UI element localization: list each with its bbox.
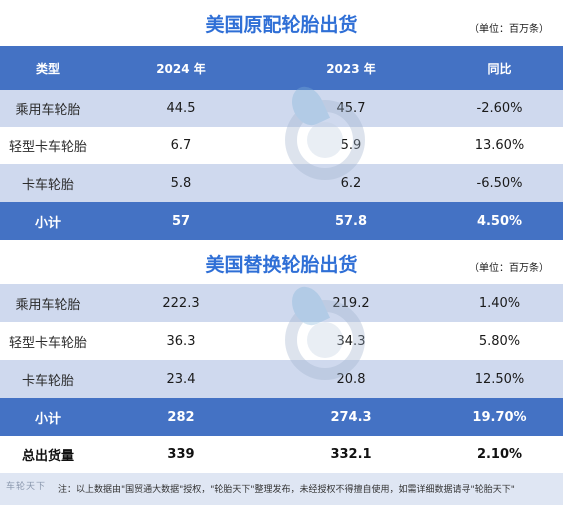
row-yoy: -6.50%: [436, 164, 563, 202]
row-2024: 23.4: [96, 360, 266, 398]
row-type: 轻型卡车轮胎: [0, 322, 96, 360]
row-type: 卡车轮胎: [0, 164, 96, 202]
row-2024: 44.5: [96, 90, 266, 127]
total-2024: 339: [96, 436, 266, 473]
subtotal-row: 小计 57 57.8 4.50%: [0, 202, 563, 240]
header-2024: 2024 年: [96, 46, 266, 90]
section2-title: 美国替换轮胎出货: [205, 254, 358, 276]
table-row: 乘用车轮胎 222.3 219.2 1.40%: [0, 284, 563, 322]
header-yoy: 同比: [436, 46, 563, 90]
footer: 车轮天下 注：以上数据由"国贸通大数据"授权，"轮胎天下"整理发布，未经授权不得…: [0, 473, 563, 505]
row-2024: 5.8: [96, 164, 266, 202]
section1-table: 类型 2024 年 2023 年 同比 乘用车轮胎 44.5 45.7 -2.6…: [0, 46, 563, 240]
row-type: 卡车轮胎: [0, 360, 96, 398]
table-row: 卡车轮胎 23.4 20.8 12.50%: [0, 360, 563, 398]
header-type: 类型: [0, 46, 96, 90]
footer-logo: 车轮天下: [6, 482, 47, 492]
row-yoy: 12.50%: [436, 360, 563, 398]
subtotal-type: 小计: [0, 398, 96, 436]
footer-note: 注：以上数据由"国贸通大数据"授权，"轮胎天下"整理发布，未经授权不得擅自使用，…: [58, 485, 515, 495]
section2-table: 乘用车轮胎 222.3 219.2 1.40% 轻型卡车轮胎 36.3 34.3…: [0, 284, 563, 473]
subtotal-2023: 57.8: [266, 202, 436, 240]
subtotal-yoy: 4.50%: [436, 202, 563, 240]
watermark-logo-icon: [285, 281, 365, 380]
watermark-logo-icon: [285, 81, 365, 180]
table-row: 轻型卡车轮胎 6.7 5.9 13.60%: [0, 127, 563, 164]
section1-header: 美国原配轮胎出货 （单位：百万条）: [0, 0, 563, 46]
section1-title: 美国原配轮胎出货: [205, 14, 358, 36]
row-2024: 36.3: [96, 322, 266, 360]
section2-unit: （单位：百万条）: [469, 263, 549, 274]
table-header-row: 类型 2024 年 2023 年 同比: [0, 46, 563, 90]
row-type: 轻型卡车轮胎: [0, 127, 96, 164]
subtotal-row: 小计 282 274.3 19.70%: [0, 398, 563, 436]
row-2024: 6.7: [96, 127, 266, 164]
row-yoy: 5.80%: [436, 322, 563, 360]
total-yoy: 2.10%: [436, 436, 563, 473]
total-2023: 332.1: [266, 436, 436, 473]
subtotal-2024: 57: [96, 202, 266, 240]
row-2024: 222.3: [96, 284, 266, 322]
subtotal-2023: 274.3: [266, 398, 436, 436]
total-row: 总出货量 339 332.1 2.10%: [0, 436, 563, 473]
table-row: 轻型卡车轮胎 36.3 34.3 5.80%: [0, 322, 563, 360]
row-type: 乘用车轮胎: [0, 90, 96, 127]
row-yoy: 1.40%: [436, 284, 563, 322]
table-row: 乘用车轮胎 44.5 45.7 -2.60%: [0, 90, 563, 127]
subtotal-type: 小计: [0, 202, 96, 240]
row-yoy: -2.60%: [436, 90, 563, 127]
subtotal-2024: 282: [96, 398, 266, 436]
row-yoy: 13.60%: [436, 127, 563, 164]
header-2023: 2023 年: [266, 46, 436, 90]
section1-unit: （单位：百万条）: [469, 24, 549, 35]
row-type: 乘用车轮胎: [0, 284, 96, 322]
subtotal-yoy: 19.70%: [436, 398, 563, 436]
total-type: 总出货量: [0, 436, 96, 473]
section2-header: 美国替换轮胎出货 （单位：百万条）: [0, 240, 563, 284]
table-row: 卡车轮胎 5.8 6.2 -6.50%: [0, 164, 563, 202]
